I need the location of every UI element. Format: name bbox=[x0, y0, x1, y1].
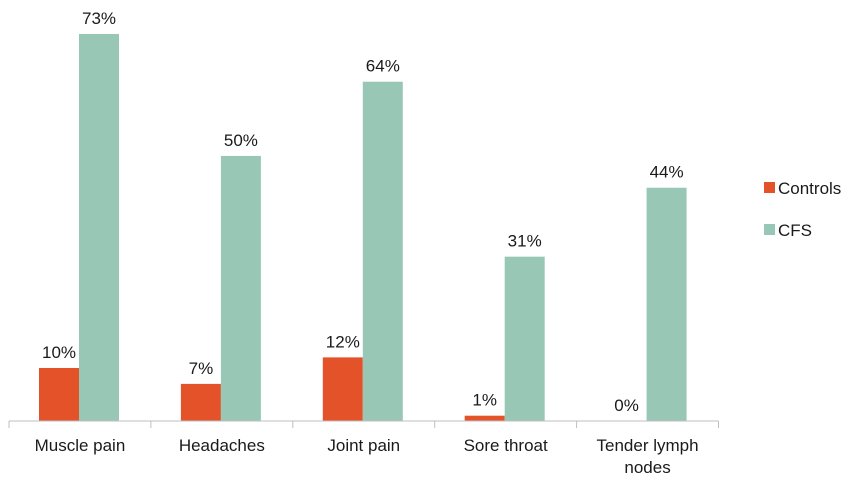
x-axis: Muscle pain Headaches Joint pain Sore throa… bbox=[8, 420, 719, 477]
bar-cfs-4 bbox=[504, 256, 545, 421]
data-label-controls-4: 1% bbox=[472, 391, 497, 410]
bar-controls-3 bbox=[322, 357, 363, 421]
x-tick-label: Muscle pain bbox=[35, 436, 126, 455]
bar-cfs-5 bbox=[646, 187, 687, 421]
legend-swatch-controls bbox=[764, 182, 775, 193]
bar-cfs-3 bbox=[362, 81, 403, 421]
data-label-cfs-4: 31% bbox=[508, 232, 542, 251]
data-label-controls-2: 7% bbox=[189, 359, 214, 378]
data-label-controls-3: 12% bbox=[326, 332, 360, 351]
x-tick-label: Sore throat bbox=[464, 436, 548, 455]
data-label-cfs-1: 73% bbox=[82, 9, 116, 28]
legend: Controls CFS bbox=[764, 179, 841, 240]
bar-cfs-2 bbox=[220, 155, 261, 421]
data-label-controls-5: 0% bbox=[614, 396, 639, 415]
x-tick-label: Tender lymph nodes bbox=[597, 436, 699, 477]
bars-layer bbox=[39, 34, 687, 421]
bar-cfs-1 bbox=[79, 34, 119, 421]
data-label-controls-1: 10% bbox=[42, 343, 76, 362]
data-label-cfs-5: 44% bbox=[650, 163, 684, 182]
legend-swatch-cfs bbox=[764, 224, 775, 235]
bar-controls-2 bbox=[180, 383, 221, 421]
bar-controls-1 bbox=[39, 367, 79, 421]
legend-label-controls: Controls bbox=[778, 179, 841, 198]
data-label-cfs-3: 64% bbox=[366, 57, 400, 76]
data-labels-layer: 10% 7% 12% 1% 0% 73% 50% 64% 31% 44% bbox=[42, 9, 684, 415]
data-label-cfs-2: 50% bbox=[224, 131, 258, 150]
legend-label-cfs: CFS bbox=[778, 221, 812, 240]
bar-controls-4 bbox=[464, 415, 505, 421]
x-tick-label: Headaches bbox=[179, 436, 265, 455]
x-tick-label: Joint pain bbox=[327, 436, 400, 455]
